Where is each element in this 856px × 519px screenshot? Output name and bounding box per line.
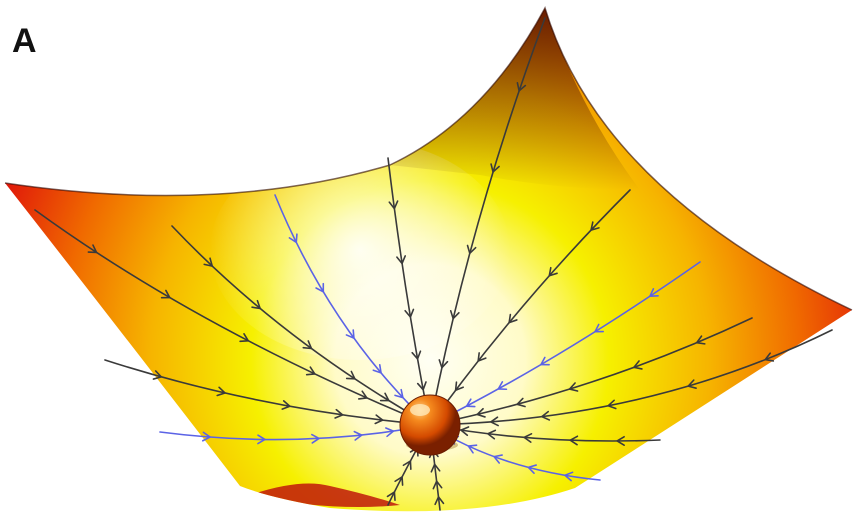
trajectory-arrow — [251, 299, 261, 310]
trajectory-arrow — [386, 491, 396, 502]
trajectory-left-lower-blue — [159, 424, 431, 441]
trajectory-arrow — [594, 323, 605, 333]
trajectory-arrow — [649, 288, 659, 298]
trajectory-arrow — [764, 352, 775, 362]
trajectory-arrow — [305, 366, 316, 376]
trajectories — [34, 17, 833, 511]
trajectory-arrow — [404, 308, 415, 318]
trajectory-arrow — [385, 427, 395, 438]
trajectory-arrow — [548, 266, 558, 277]
trajectory-top-rear — [429, 17, 546, 426]
trajectory-arrow — [516, 397, 526, 408]
trajectory-arrow — [160, 289, 171, 299]
trajectory-arrow — [523, 432, 533, 443]
trajectory-arrow — [476, 407, 486, 418]
ball-body — [399, 394, 461, 456]
trajectory-arrow — [454, 381, 464, 392]
trajectory-arrow — [607, 399, 617, 410]
trajectory-arrow — [449, 310, 460, 320]
trajectory-arrow — [569, 435, 579, 446]
trajectory-arrow — [516, 82, 527, 92]
trajectory-arrow — [687, 379, 697, 389]
trajectory-arrow — [372, 364, 382, 374]
trajectory-arrow — [434, 496, 445, 506]
trajectory-arrow — [374, 414, 384, 425]
trajectory-arrow — [257, 434, 266, 445]
trajectory-arrow — [239, 333, 250, 343]
trajectory-arrow — [357, 390, 368, 400]
back-rim-shadow — [390, 8, 640, 190]
trajectory-arrow — [508, 313, 518, 324]
trajectory-arrow — [490, 163, 500, 173]
trajectory-arrow — [497, 381, 508, 391]
trajectory-arrow — [353, 430, 363, 441]
trajectory-arrow — [402, 460, 412, 470]
trajectory-arrow — [616, 435, 625, 446]
trajectory-top-right — [429, 189, 631, 426]
trajectory-left-upper — [171, 225, 431, 426]
trajectory-arrow — [432, 480, 443, 490]
trajectory-arrow — [288, 233, 298, 244]
trajectory-arrow — [334, 408, 344, 419]
trajectory-arrow — [345, 370, 356, 380]
trajectory-arrow — [302, 340, 313, 350]
trajectory-arrow — [379, 392, 390, 402]
potential-surface — [4, 6, 853, 512]
trajectory-arrow — [541, 410, 551, 421]
trajectory-arrow — [345, 329, 355, 339]
trajectory-arrow — [527, 464, 537, 474]
attractor-ball — [399, 394, 461, 456]
trajectory-arrow — [411, 350, 422, 360]
trajectory-right-lower — [429, 329, 833, 426]
trajectory-arrow — [438, 359, 449, 369]
trajectory-arrow — [394, 388, 404, 399]
trajectory-left-rim — [34, 209, 431, 426]
trajectory-arrow — [490, 416, 499, 427]
trajectory-right-upper — [429, 317, 753, 426]
trajectory-arrow — [633, 360, 643, 370]
trajectory-top-center — [387, 157, 431, 426]
trajectory-arrow — [695, 335, 706, 345]
trajectory-arrow — [465, 398, 476, 408]
trajectory-arrow — [564, 471, 574, 482]
trajectory-arrow — [416, 381, 427, 391]
trajectory-arrow — [396, 255, 407, 265]
trajectory-right-blue — [429, 261, 701, 426]
trajectory-arrow — [201, 431, 211, 442]
trajectory-arrow — [487, 429, 497, 440]
trajectory-arrow — [493, 454, 503, 464]
trajectory-arrow — [430, 463, 441, 473]
ball-highlight — [410, 404, 430, 416]
trajectory-arrow — [388, 200, 399, 210]
bowl-rim-outline — [4, 6, 853, 311]
trajectory-arrow — [460, 426, 470, 437]
trajectory-arrow — [311, 433, 320, 444]
trajectory-arrow — [315, 282, 325, 293]
trajectory-left-middle — [104, 359, 431, 426]
trajectory-arrow — [87, 244, 98, 254]
trajectory-arrow — [394, 476, 404, 486]
trajectory-arrow — [540, 356, 550, 366]
trajectory-arrow — [477, 352, 487, 362]
trajectory-arrow — [216, 386, 226, 397]
trajectory-arrow — [568, 382, 579, 392]
surface-highlight — [210, 140, 510, 360]
trajectory-arrow — [590, 221, 600, 231]
panel-label: A — [12, 22, 37, 60]
trajectory-top-left-blue — [274, 194, 431, 426]
trajectory-arrow — [152, 370, 163, 380]
trajectory-arrow — [466, 244, 477, 255]
trajectory-arrow — [203, 257, 214, 267]
trajectory-arrow — [281, 400, 291, 410]
trajectory-arrow — [467, 444, 478, 454]
